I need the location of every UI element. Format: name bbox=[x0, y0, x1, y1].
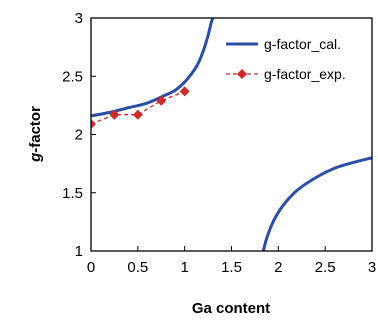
y-tick-label: 2.5 bbox=[62, 68, 83, 85]
series-exp-line bbox=[91, 90, 185, 125]
series-cal-line-1 bbox=[91, 18, 215, 118]
y-tick-label: 3 bbox=[75, 10, 83, 27]
series-layer bbox=[91, 18, 372, 251]
y-tick-label: 1 bbox=[75, 243, 83, 260]
x-tick-label: 2 bbox=[274, 259, 282, 276]
y-axis: 1 1.5 2 2.5 3 bbox=[62, 10, 96, 260]
legend-label-cal: g-factor_cal. bbox=[264, 36, 341, 52]
x-axis-title: Ga content bbox=[192, 300, 270, 317]
series-cal-line-2 bbox=[261, 156, 372, 251]
series-exp-point bbox=[179, 86, 190, 97]
x-tick-label: 1.5 bbox=[221, 259, 242, 276]
y-tick-label: 1.5 bbox=[62, 185, 83, 202]
plot-frame bbox=[90, 17, 373, 252]
y-axis-title: g-factor bbox=[27, 106, 44, 163]
x-tick-label: 2.5 bbox=[315, 259, 336, 276]
series-exp-point bbox=[132, 109, 143, 120]
legend-label-exp: g-factor_exp. bbox=[264, 66, 346, 82]
x-tick-label: 3 bbox=[368, 259, 376, 276]
x-tick-label: 1 bbox=[180, 259, 188, 276]
series-exp-point bbox=[91, 119, 96, 130]
y-axis-title-rest: -factor bbox=[27, 106, 44, 153]
series-exp-point bbox=[156, 95, 167, 106]
y-axis-title-italic: g bbox=[27, 153, 44, 163]
series-exp-point bbox=[109, 109, 120, 120]
legend: g-factor_cal. g-factor_exp. bbox=[226, 36, 346, 82]
x-tick-label: 0 bbox=[87, 259, 95, 276]
x-axis: 0 0.5 1 1.5 2 2.5 3 bbox=[87, 246, 376, 276]
y-tick-label: 2 bbox=[75, 127, 83, 144]
x-tick-label: 0.5 bbox=[127, 259, 148, 276]
legend-marker-exp bbox=[237, 69, 247, 79]
